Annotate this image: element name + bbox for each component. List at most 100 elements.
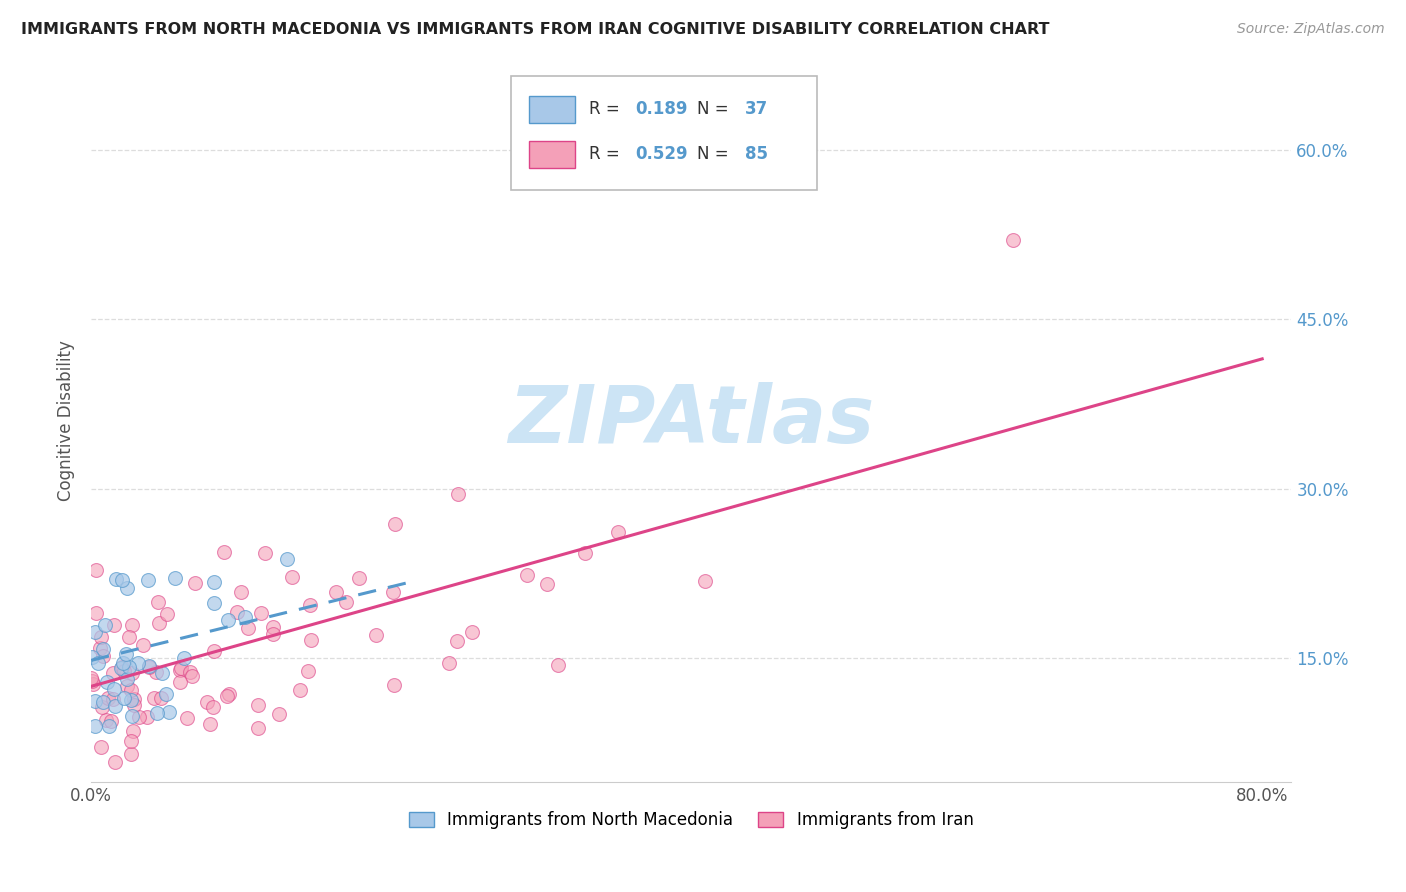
Point [100, 714, 122, 728]
Point [202, 644, 225, 658]
Point [516, 568, 538, 582]
Text: 0.189: 0.189 [636, 100, 688, 118]
Point [381, 585, 404, 599]
Point [138, 659, 160, 673]
Point [148, 615, 170, 630]
Point [120, 747, 142, 761]
Point [1002, 233, 1025, 247]
Point [146, 595, 169, 609]
Point [218, 687, 240, 701]
Point [83, 694, 105, 708]
Point [104, 698, 127, 713]
Point [142, 690, 165, 705]
Point [112, 690, 135, 705]
Point [298, 599, 321, 613]
Text: Source: ZipAtlas.com: Source: ZipAtlas.com [1237, 22, 1385, 37]
Legend: Immigrants from North Macedonia, Immigrants from Iran: Immigrants from North Macedonia, Immigra… [402, 804, 980, 836]
Point [118, 630, 141, 644]
Point [173, 650, 195, 665]
Point [121, 666, 143, 681]
Point [347, 571, 370, 585]
Point [176, 711, 198, 725]
Point [262, 626, 284, 640]
Point [200, 717, 222, 731]
Point [437, 656, 460, 670]
Text: N =: N = [697, 145, 734, 162]
Point [382, 678, 405, 692]
Point [115, 679, 138, 693]
Point [547, 657, 569, 672]
Point [118, 659, 141, 673]
Y-axis label: Cognitive Disability: Cognitive Disability [58, 341, 75, 501]
Point [150, 666, 173, 681]
Point [202, 596, 225, 610]
Point [184, 575, 207, 590]
Point [197, 695, 219, 709]
Point [127, 656, 149, 670]
Point [93, 641, 115, 656]
Point [231, 585, 253, 599]
Point [212, 544, 235, 558]
Point [138, 659, 160, 673]
Point [128, 709, 150, 723]
Point [447, 486, 470, 500]
FancyBboxPatch shape [529, 95, 575, 123]
Point [91, 649, 114, 664]
Point [606, 524, 628, 539]
Point [446, 634, 468, 648]
Point [132, 638, 155, 652]
Point [93, 618, 115, 632]
Point [97, 690, 120, 705]
Point [82, 673, 104, 688]
Point [121, 618, 143, 632]
Point [202, 574, 225, 589]
Point [290, 682, 312, 697]
Point [91, 695, 114, 709]
Point [120, 682, 142, 697]
FancyBboxPatch shape [512, 76, 817, 190]
Point [121, 709, 143, 723]
Point [297, 665, 319, 679]
Point [163, 571, 186, 585]
Point [263, 620, 285, 634]
Point [84, 606, 107, 620]
Point [170, 661, 193, 675]
Point [136, 574, 159, 588]
Point [246, 698, 269, 712]
Point [233, 610, 256, 624]
Point [384, 516, 406, 531]
Point [104, 756, 127, 770]
Point [82, 676, 104, 690]
Point [89, 640, 111, 655]
Point [87, 656, 110, 670]
Point [80, 671, 103, 685]
Point [249, 606, 271, 620]
Point [695, 574, 717, 589]
Point [254, 546, 277, 560]
Point [101, 666, 124, 681]
Point [299, 633, 322, 648]
Point [335, 595, 357, 609]
Point [225, 605, 247, 619]
Point [156, 607, 179, 621]
Point [169, 663, 191, 677]
Point [103, 618, 125, 632]
Point [84, 624, 107, 639]
Point [112, 656, 135, 670]
Text: ZIPAtlas: ZIPAtlas [508, 382, 875, 460]
Point [86, 563, 108, 577]
Point [114, 647, 136, 661]
Point [90, 740, 112, 755]
Point [91, 699, 114, 714]
Point [111, 660, 134, 674]
Point [461, 625, 484, 640]
Point [101, 691, 124, 706]
Text: N =: N = [697, 100, 734, 118]
Point [115, 581, 138, 595]
Point [157, 705, 180, 719]
Point [236, 622, 259, 636]
FancyBboxPatch shape [529, 141, 575, 168]
Point [536, 576, 558, 591]
Point [281, 569, 304, 583]
Point [96, 674, 118, 689]
